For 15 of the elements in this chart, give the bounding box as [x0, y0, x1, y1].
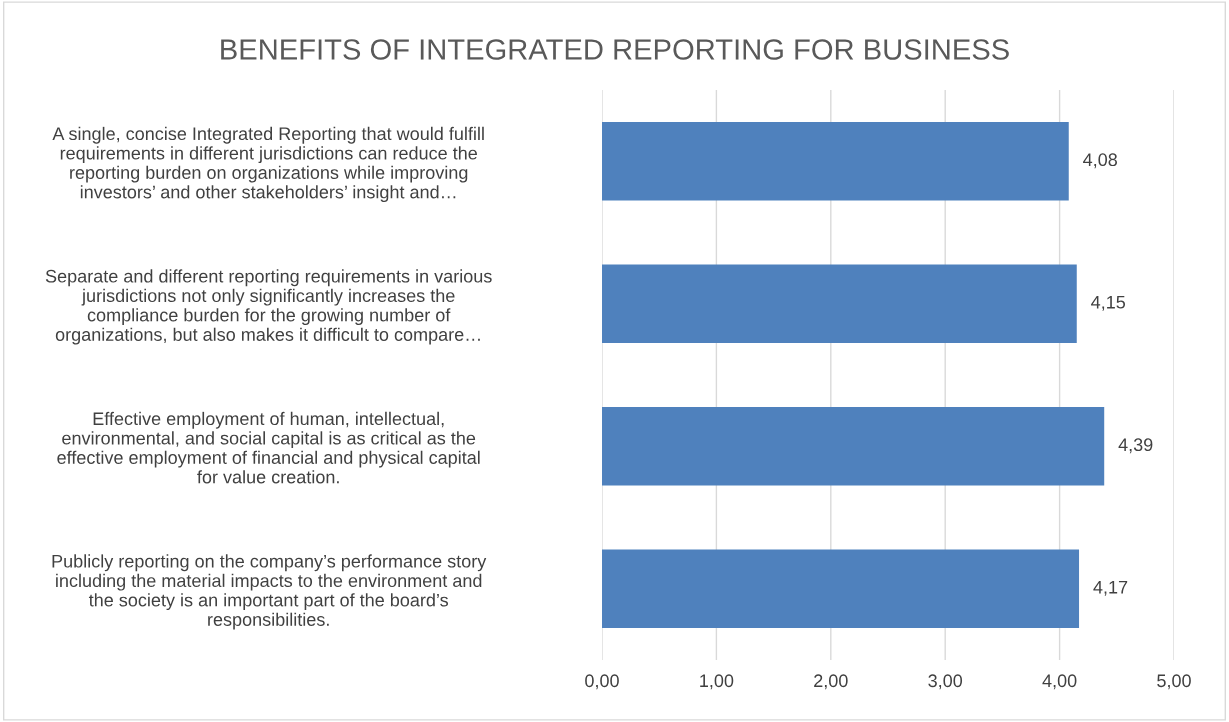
- x-tick-label: 0,00: [585, 674, 619, 690]
- chart-title: BENEFITS OF INTEGRATED REPORTING FOR BUSINESS: [221, 39, 1009, 60]
- x-tick-label: 5,00: [1157, 674, 1191, 690]
- y-tick-label: Effective employment of human, intellectual, environmental, and social capital is as critical as the effective employment of financial and physical capital for value creation.: [57, 411, 480, 484]
- data-label: 4,08: [1083, 153, 1117, 169]
- x-tick-label: 3,00: [928, 674, 963, 690]
- y-tick-label: Separate and different reporting requirements in various jurisdictions not only significantly increases the compliance burden for the growing number of organizations, but also makes it difficult to compare…: [45, 269, 492, 345]
- x-tick-label: 2,00: [814, 674, 848, 690]
- x-tick-label: 1,00: [700, 674, 734, 690]
- x-tick-label: 4,00: [1042, 674, 1077, 690]
- y-tick-label: A single, concise Integrated Reporting that would fulfill requirements in different jurisdictions can reduce the reporting burden on organizations while improving investors’ and other stakeholders’ insight and…: [52, 126, 484, 203]
- data-label: 4,39: [1118, 438, 1153, 454]
- data-label: 4,15: [1091, 296, 1126, 311]
- y-tick-label: Publicly reporting on the company’s performance story including the material impacts to the environment and the society is an important part of the board’s responsibilities.: [52, 554, 487, 630]
- data-label: 4,17: [1093, 581, 1128, 596]
